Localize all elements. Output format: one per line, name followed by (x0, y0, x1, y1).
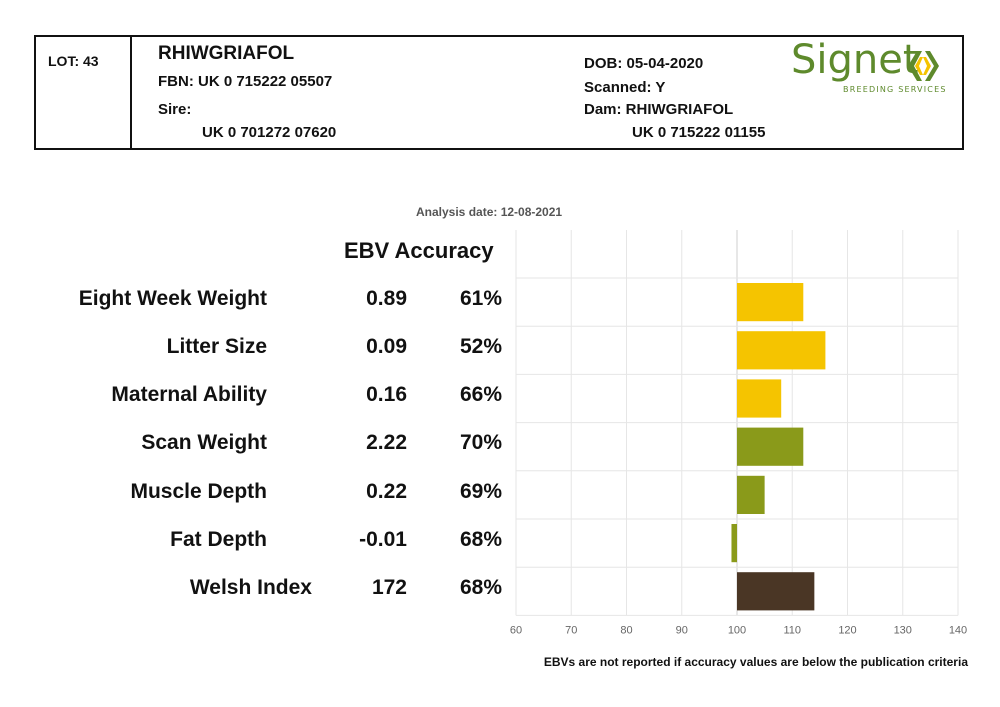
ebv-value: 0.09 (366, 335, 407, 358)
dam-id: UK 0 715222 01155 (632, 124, 766, 141)
x-tick-label: 80 (620, 624, 632, 636)
accuracy-value: 68% (460, 528, 503, 551)
fbn-id: FBN: UK 0 715222 05507 (158, 73, 333, 90)
ebv-value: 0.89 (366, 287, 407, 310)
accuracy-value: 68% (460, 576, 503, 599)
ebv-bar (737, 283, 804, 322)
accuracy-value: 70% (460, 431, 503, 454)
scanned-status: Scanned: Y (584, 79, 666, 96)
animal-name: RHIWGRIAFOL (158, 43, 295, 64)
ebv-value: 0.22 (366, 480, 407, 503)
ebv-value: 172 (371, 576, 407, 599)
ebv-value: 0.16 (366, 383, 407, 406)
column-header: EBV Accuracy (344, 238, 494, 263)
accuracy-value: 61% (460, 287, 503, 310)
logo-subtitle: BREEDING SERVICES (843, 85, 947, 94)
sire-label: Sire: (158, 101, 192, 118)
x-tick-label: 70 (565, 624, 577, 636)
trait-label: Scan Weight (141, 431, 267, 454)
header-box: LOT: 43 RHIWGRIAFOL FBN: UK 0 715222 055… (34, 35, 964, 150)
lot-cell: LOT: 43 (36, 37, 132, 148)
trait-label: Litter Size (166, 335, 267, 358)
dam-name: Dam: RHIWGRIAFOL (584, 101, 734, 118)
ebv-bar (731, 524, 737, 563)
dob: DOB: 05-04-2020 (584, 55, 704, 72)
lot-number: LOT: 43 (48, 53, 99, 69)
trait-label: Fat Depth (170, 528, 267, 551)
ebv-bar (737, 572, 815, 611)
ebv-bar (737, 475, 765, 514)
x-tick-label: 120 (838, 624, 856, 636)
signet-logo: Signet BREEDING SERVICES (791, 37, 961, 103)
ebv-value: -0.01 (359, 528, 407, 551)
x-tick-label: 130 (894, 624, 912, 636)
ebv-value: 2.22 (366, 431, 407, 454)
analysis-date: Analysis date: 12-08-2021 (416, 205, 563, 219)
x-tick-label: 100 (728, 624, 746, 636)
accuracy-value: 52% (460, 335, 503, 358)
chevron-logo-icon (908, 51, 939, 81)
ebv-bar (737, 331, 826, 370)
ebv-bar (737, 379, 782, 418)
x-tick-label: 60 (510, 624, 522, 636)
sire-id: UK 0 701272 07620 (202, 124, 337, 141)
x-tick-label: 90 (676, 624, 688, 636)
ebv-bar (737, 427, 804, 466)
trait-label: Welsh Index (189, 576, 312, 599)
trait-label: Maternal Ability (111, 383, 267, 406)
accuracy-value: 66% (460, 383, 503, 406)
accuracy-value: 69% (460, 480, 503, 503)
trait-label: Eight Week Weight (78, 287, 267, 310)
x-tick-label: 110 (783, 624, 801, 636)
x-tick-label: 140 (949, 624, 967, 636)
logo-wordmark: Signet (791, 37, 919, 83)
trait-label: Muscle Depth (130, 480, 267, 503)
footnote: EBVs are not reported if accuracy values… (543, 655, 968, 669)
